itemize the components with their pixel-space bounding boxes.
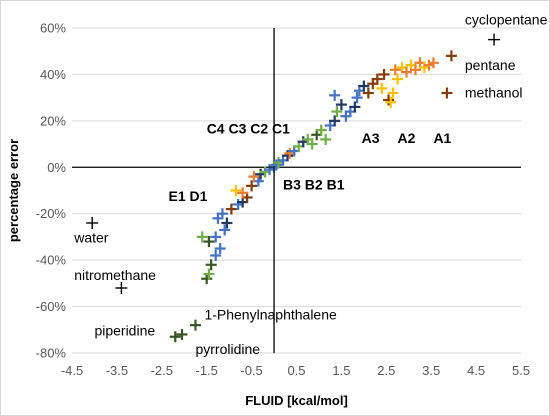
x-tick-label: -1.5: [195, 363, 217, 378]
data-point: [441, 87, 453, 99]
y-tick-label: -80%: [36, 346, 67, 361]
annotation-label: methanol: [465, 85, 523, 101]
data-point: [282, 150, 294, 162]
y-tick-label: -20%: [36, 206, 67, 221]
y-tick-label: 0%: [47, 160, 66, 175]
data-point: [358, 80, 370, 92]
annotation-label: E1 D1: [169, 188, 208, 204]
data-point: [248, 171, 260, 183]
y-tick-label: -40%: [36, 253, 67, 268]
data-point: [189, 319, 201, 331]
data-point: [331, 106, 343, 118]
x-tick-label: -0.5: [240, 363, 262, 378]
y-axis-title: percentage error: [6, 139, 21, 242]
annotation-label: piperidine: [94, 323, 155, 339]
annotation-label: A3: [362, 130, 380, 146]
data-point: [214, 243, 226, 255]
data-point: [427, 57, 439, 69]
x-tick-label: 0.5: [287, 363, 305, 378]
annotation-label: nitromethane: [74, 267, 156, 283]
data-point: [385, 96, 397, 108]
data-point: [351, 92, 363, 104]
data-point: [409, 64, 421, 76]
axes: [72, 28, 521, 353]
x-axis-title: FLUID [kcal/mol]: [245, 393, 348, 408]
x-tick-label: 2.5: [377, 363, 395, 378]
annotation-label: A2: [398, 130, 416, 146]
data-point: [488, 33, 501, 46]
data-point: [329, 115, 341, 127]
data-point: [315, 124, 327, 136]
data-point: [306, 138, 318, 150]
data-point: [389, 64, 401, 76]
y-tick-label: 20%: [40, 113, 66, 128]
data-point: [349, 101, 361, 113]
data-point: [383, 94, 395, 106]
annotation-label: C4 C3 C2 C1: [207, 121, 290, 137]
annotation-label: A1: [433, 130, 451, 146]
annotation-label: pentane: [465, 57, 516, 73]
annotation-label: pyrrolidine: [195, 341, 260, 357]
y-tick-label: 60%: [40, 21, 66, 36]
y-tick-label: -60%: [36, 299, 67, 314]
annotation-label: 1-Phenylnaphthalene: [204, 306, 337, 322]
data-point: [216, 208, 228, 220]
data-point: [246, 180, 258, 192]
tick-labels: -80% -60% -40% -20% 0% 20% 40% 60% -4.5 -3.5 -2.5 -…: [36, 21, 530, 379]
x-tick-label: -4.5: [61, 363, 83, 378]
data-point: [230, 185, 242, 196]
data-point: [237, 187, 249, 199]
data-points: [86, 33, 501, 343]
x-tick-label: 5.5: [512, 363, 530, 378]
data-point: [169, 331, 181, 343]
data-point: [378, 68, 390, 80]
data-point: [371, 73, 383, 85]
x-tick-label: 3.5: [422, 363, 440, 378]
annotation-label: water: [73, 230, 109, 246]
data-point: [401, 66, 413, 78]
data-point: [86, 217, 99, 229]
annotation-label: cyclopentane: [465, 12, 548, 28]
data-point: [219, 224, 231, 236]
x-tick-label: -2.5: [151, 363, 173, 378]
data-point: [225, 203, 237, 215]
data-point: [329, 89, 341, 101]
x-tick-label: -3.5: [106, 363, 128, 378]
data-point: [387, 87, 399, 99]
data-point: [210, 250, 222, 261]
data-point: [320, 133, 332, 145]
data-point: [392, 73, 404, 85]
data-point: [270, 159, 282, 171]
data-point: [376, 82, 388, 94]
data-point: [221, 217, 233, 229]
data-point: [362, 87, 374, 99]
annotations: cyclopentane pentane methanol A1 A2 A3 C4 C3 C…: [73, 12, 547, 358]
data-point: [210, 231, 222, 243]
y-tick-label: 40%: [40, 67, 66, 82]
data-point: [176, 328, 188, 340]
gridlines: [72, 27, 521, 354]
x-tick-label: 1.5: [332, 363, 350, 378]
data-point: [445, 50, 457, 62]
data-point: [196, 231, 208, 243]
data-point: [203, 236, 215, 248]
data-point: [335, 99, 347, 111]
x-tick-label: 4.5: [467, 363, 485, 378]
annotation-label: B3 B2 B1: [283, 176, 345, 192]
data-point: [115, 282, 128, 294]
data-point: [203, 268, 215, 280]
data-point: [205, 259, 217, 271]
